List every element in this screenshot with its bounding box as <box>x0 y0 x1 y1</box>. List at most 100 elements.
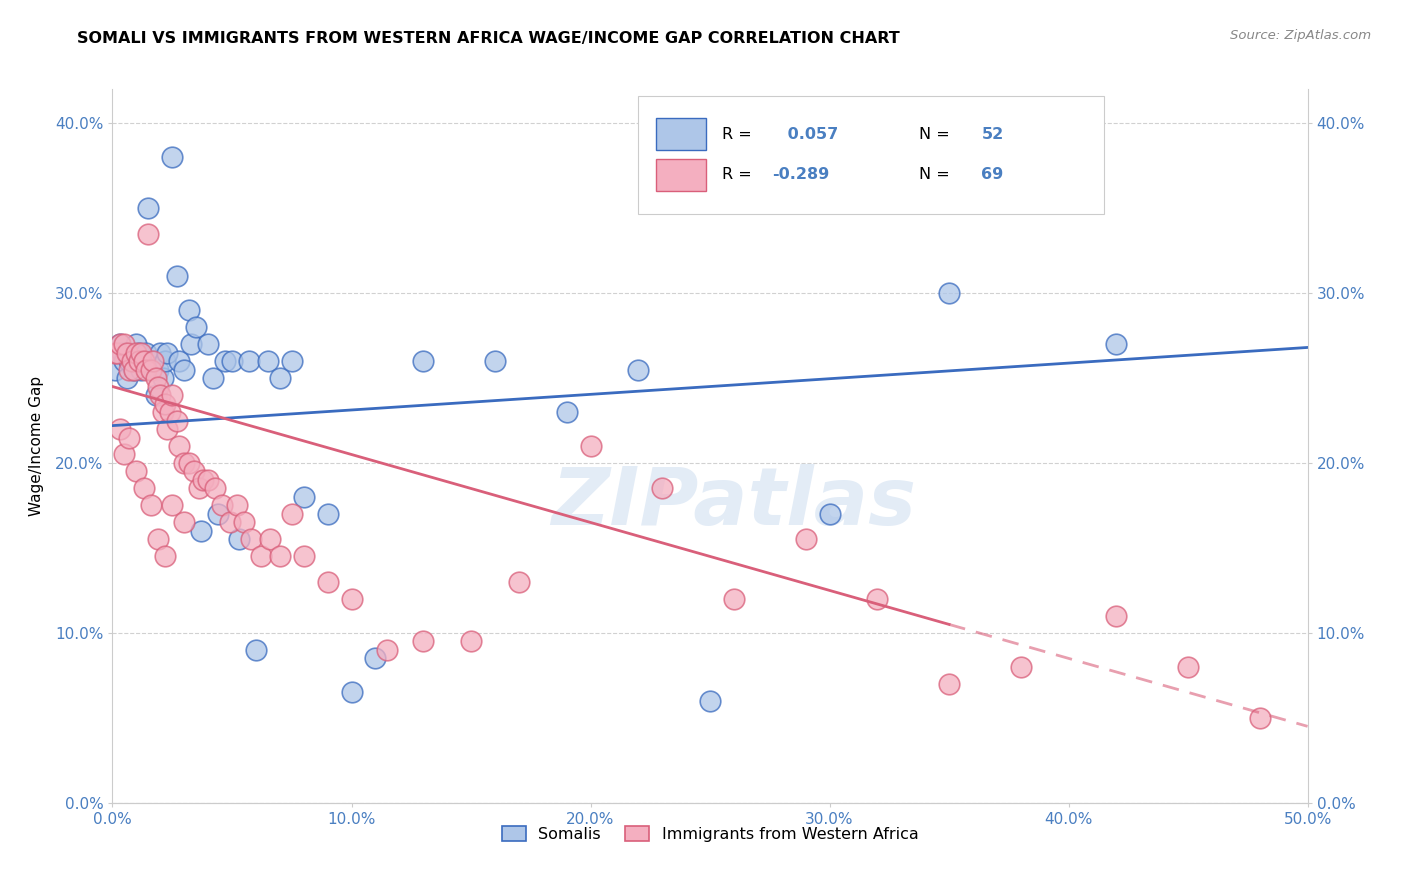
Text: N =: N = <box>920 168 955 182</box>
FancyBboxPatch shape <box>638 96 1105 214</box>
Point <box>118 430 141 444</box>
Point <box>259 533 281 547</box>
Point <box>166 413 188 427</box>
Point <box>138 227 160 241</box>
Point <box>579 439 602 453</box>
Point <box>214 354 236 368</box>
Point <box>187 482 209 496</box>
Point <box>177 303 200 318</box>
Point <box>240 533 263 547</box>
Point <box>108 422 131 436</box>
Point <box>139 354 162 368</box>
Point <box>201 371 224 385</box>
Point <box>132 354 155 368</box>
Point <box>125 345 148 359</box>
Point <box>340 591 363 606</box>
Point <box>162 499 183 513</box>
Point <box>156 422 179 436</box>
Point <box>114 354 135 368</box>
Point <box>257 354 280 368</box>
Point <box>218 516 240 530</box>
Point <box>193 473 215 487</box>
Point <box>145 388 167 402</box>
Point <box>269 549 291 564</box>
Point <box>249 549 271 564</box>
Point <box>173 456 195 470</box>
Point <box>108 337 131 351</box>
Point <box>412 634 434 648</box>
Point <box>1010 660 1032 674</box>
Point <box>818 507 841 521</box>
Point <box>152 405 174 419</box>
Point <box>118 354 141 368</box>
Point <box>149 345 172 359</box>
Point <box>211 499 233 513</box>
Point <box>104 345 127 359</box>
Point <box>190 524 212 538</box>
Point <box>153 354 176 368</box>
Point <box>139 499 162 513</box>
Point <box>128 354 150 368</box>
Point <box>508 574 530 589</box>
Point <box>627 362 650 376</box>
Point <box>377 643 399 657</box>
Text: 0.057: 0.057 <box>782 127 838 142</box>
Point <box>292 490 315 504</box>
Text: 69: 69 <box>981 168 1004 182</box>
Text: -0.289: -0.289 <box>772 168 830 182</box>
Point <box>162 150 183 164</box>
Point <box>128 345 150 359</box>
Text: R =: R = <box>723 127 756 142</box>
Point <box>132 482 155 496</box>
Point <box>152 371 174 385</box>
Point <box>555 405 578 419</box>
Text: ZIPatlas: ZIPatlas <box>551 464 917 542</box>
Point <box>105 345 128 359</box>
Point <box>149 388 172 402</box>
Point <box>197 337 219 351</box>
Point <box>938 286 960 301</box>
Point <box>121 345 143 359</box>
Point <box>132 354 155 368</box>
Point <box>281 507 304 521</box>
Point <box>142 354 165 368</box>
Point <box>115 371 138 385</box>
Point <box>938 677 960 691</box>
Point <box>129 345 152 359</box>
Text: 52: 52 <box>981 127 1004 142</box>
Point <box>135 362 157 376</box>
Point <box>723 591 745 606</box>
Point <box>146 533 169 547</box>
Text: N =: N = <box>920 127 955 142</box>
Point <box>129 362 152 376</box>
Point <box>316 574 339 589</box>
Point <box>139 362 162 376</box>
Point <box>186 320 208 334</box>
Point <box>153 396 176 410</box>
Point <box>166 269 188 284</box>
Point <box>1177 660 1199 674</box>
Point <box>484 354 506 368</box>
Point <box>122 362 145 376</box>
Point <box>221 354 243 368</box>
Point <box>233 516 256 530</box>
Point <box>125 465 148 479</box>
Point <box>122 362 145 376</box>
Point <box>228 533 250 547</box>
Y-axis label: Wage/Income Gap: Wage/Income Gap <box>30 376 44 516</box>
Point <box>173 362 195 376</box>
Point <box>1105 337 1128 351</box>
Point <box>146 379 169 393</box>
Legend: Somalis, Immigrants from Western Africa: Somalis, Immigrants from Western Africa <box>495 820 925 848</box>
Point <box>169 354 191 368</box>
Point <box>340 685 363 699</box>
Point <box>156 345 179 359</box>
Point <box>162 388 183 402</box>
Point <box>180 337 202 351</box>
Point <box>114 448 135 462</box>
Point <box>104 362 127 376</box>
Point <box>204 482 226 496</box>
Point <box>1249 711 1271 725</box>
Point <box>245 643 267 657</box>
Point <box>159 405 181 419</box>
